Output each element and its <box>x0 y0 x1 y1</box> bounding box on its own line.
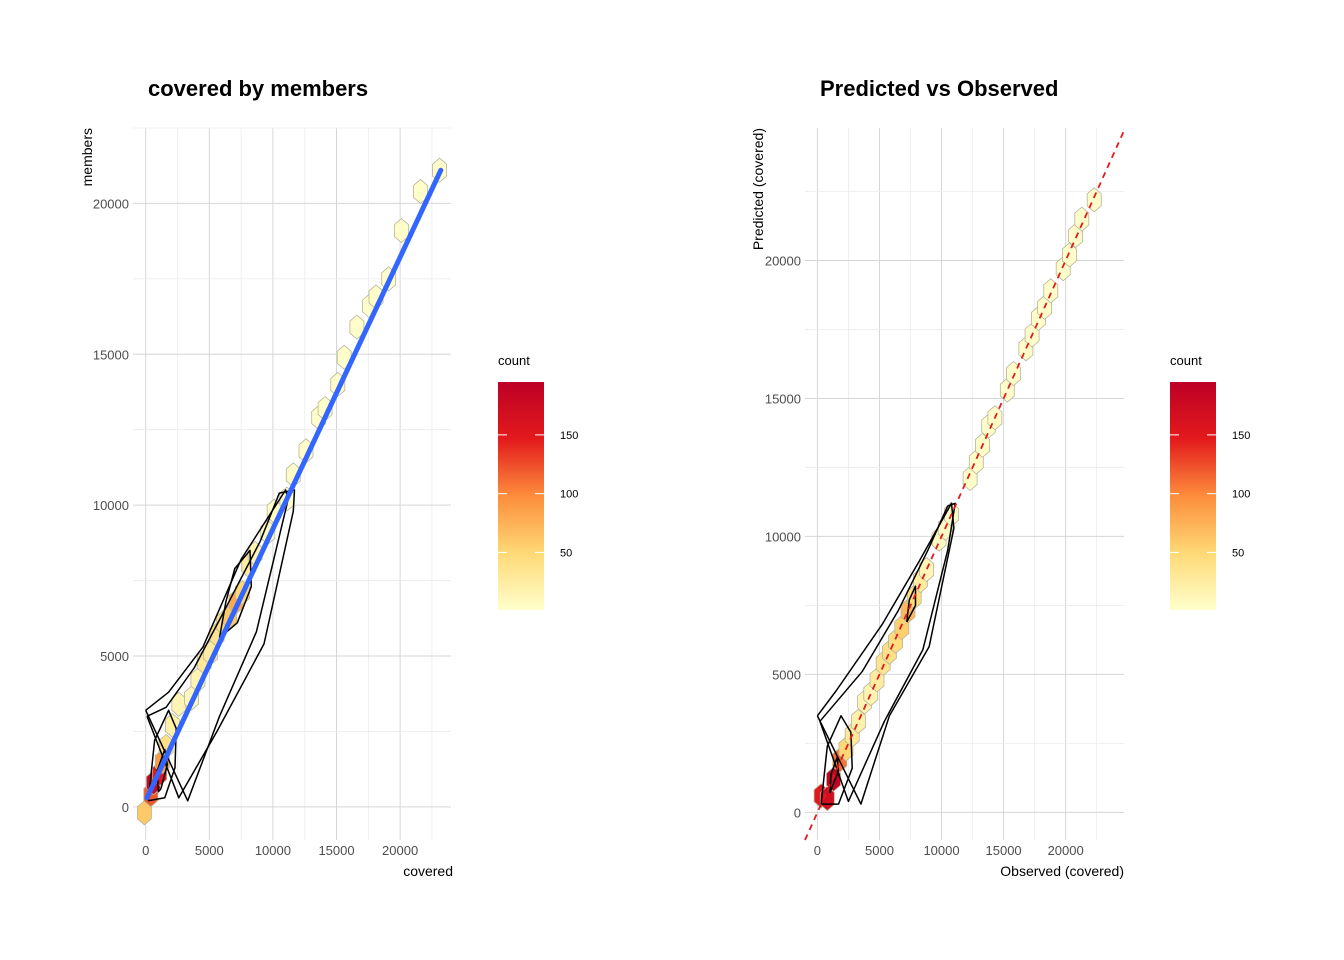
hexbins-right <box>813 187 1102 812</box>
x-tick-label: 10000 <box>923 843 959 858</box>
legend-title: count <box>1170 353 1202 368</box>
hexbin <box>413 178 428 204</box>
hexbin <box>136 800 152 826</box>
grid-left <box>133 127 451 840</box>
identity-line <box>804 130 1125 841</box>
density-contour <box>147 709 177 802</box>
y-tick-label: 0 <box>122 800 129 815</box>
hexbin <box>1062 242 1077 268</box>
panel-right: 0 5000 10000 15000 20000 0 5000 10000 15000 20000… <box>750 76 1250 879</box>
legend-right: count 50 100 150 <box>1170 353 1250 610</box>
y-axis-label: members <box>79 128 95 186</box>
density-contour <box>218 549 253 639</box>
ticks-right: 0 5000 10000 15000 20000 0 5000 10000 15000 20000 <box>765 253 1084 858</box>
y-axis-label: Predicted (covered) <box>750 128 766 250</box>
y-tick-label: 15000 <box>765 391 801 406</box>
chart-title: covered by members <box>148 76 368 101</box>
linear-fit-line <box>144 167 444 801</box>
legend-colorbar <box>498 382 544 610</box>
panel-left: 0 5000 10000 15000 20000 0 5000 10000 15000 20000… <box>79 76 578 879</box>
x-tick-label: 0 <box>814 843 821 858</box>
hexbin <box>393 218 409 244</box>
density-contour <box>906 585 917 623</box>
x-axis-label: covered <box>403 863 453 879</box>
y-tick-label: 0 <box>794 805 801 820</box>
y-tick-label: 10000 <box>93 498 129 513</box>
legend-tick-label: 150 <box>560 430 578 442</box>
y-tick-label: 5000 <box>772 667 801 682</box>
density-contour <box>146 489 296 799</box>
legend-tick-label: 50 <box>1232 547 1244 559</box>
legend-tick-label: 100 <box>560 489 578 501</box>
x-axis-label: Observed (covered) <box>1000 863 1124 879</box>
x-tick-label: 10000 <box>255 843 291 858</box>
legend-left: count 50 100 150 <box>498 353 578 610</box>
x-tick-label: 20000 <box>1048 843 1084 858</box>
identity-line-right <box>804 130 1125 841</box>
x-tick-label: 0 <box>142 843 149 858</box>
x-tick-label: 15000 <box>318 843 354 858</box>
legend-tick-label: 150 <box>1232 430 1250 442</box>
contours-right <box>816 502 956 805</box>
y-tick-label: 20000 <box>765 253 801 268</box>
density-contour <box>819 502 956 803</box>
chart-title: Predicted vs Observed <box>820 76 1058 101</box>
fit-line-left <box>144 167 444 801</box>
hexbin <box>1074 206 1090 232</box>
legend-tick-label: 50 <box>560 547 572 559</box>
legend-tick-label: 100 <box>1232 489 1250 501</box>
y-tick-label: 10000 <box>765 529 801 544</box>
x-tick-label: 5000 <box>195 843 224 858</box>
density-contour <box>820 715 853 805</box>
legend-title: count <box>498 353 530 368</box>
grid-right <box>805 128 1124 840</box>
x-tick-label: 20000 <box>382 843 418 858</box>
hexbin <box>349 314 365 340</box>
x-tick-label: 15000 <box>986 843 1022 858</box>
y-tick-label: 20000 <box>93 196 129 211</box>
y-tick-label: 5000 <box>100 649 129 664</box>
density-contour <box>156 748 169 793</box>
legend-colorbar <box>1170 382 1216 610</box>
x-tick-label: 5000 <box>865 843 894 858</box>
y-tick-label: 15000 <box>93 347 129 362</box>
ticks-left: 0 5000 10000 15000 20000 0 5000 10000 15000 20000 <box>93 196 418 858</box>
